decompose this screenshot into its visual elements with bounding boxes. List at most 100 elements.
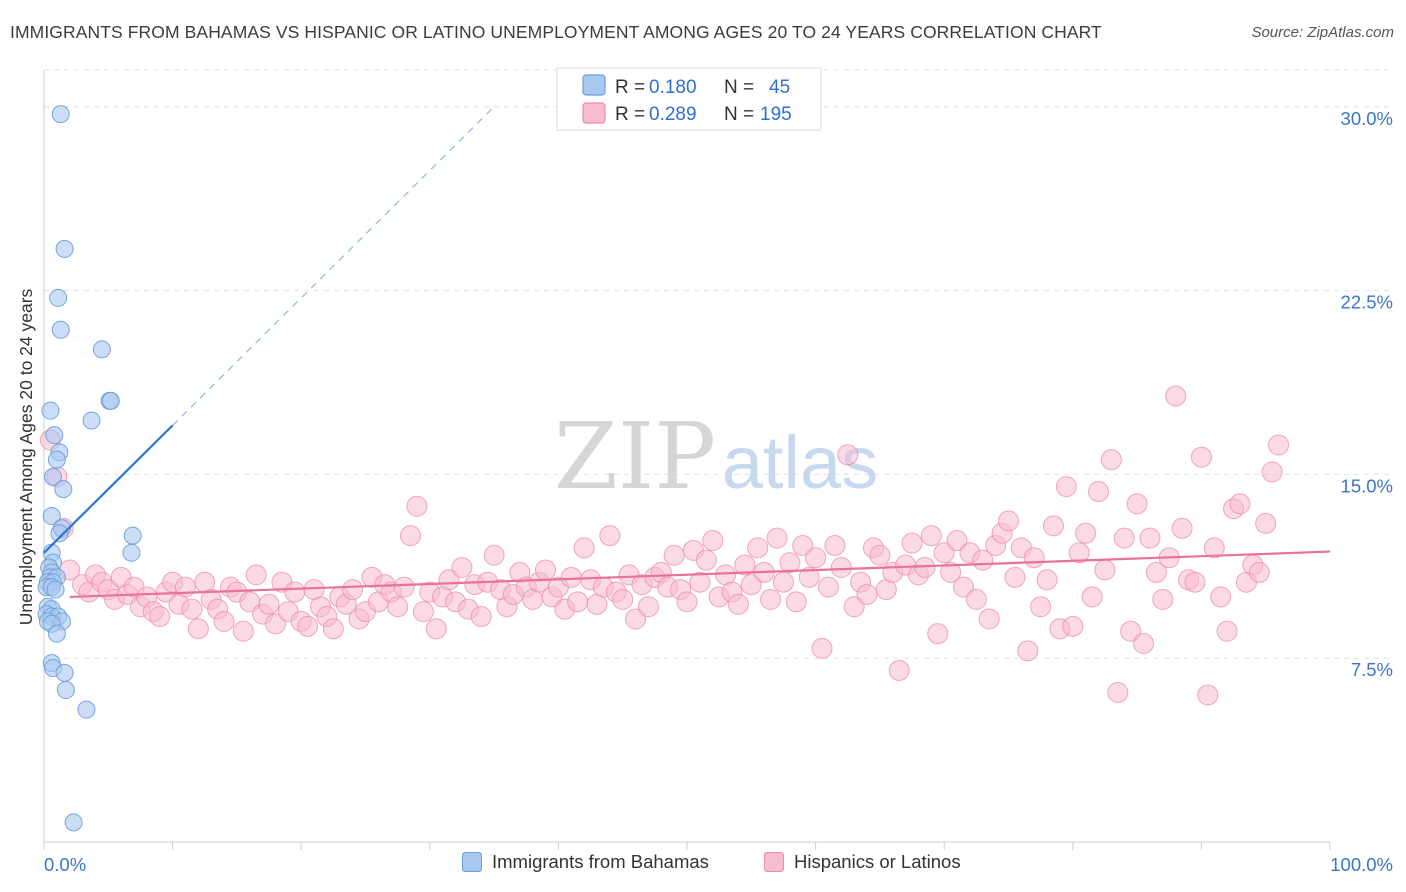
- hispanic-point-46: [342, 579, 364, 601]
- legend-swatch-bahamas: [582, 74, 606, 96]
- axis-layer: [43, 70, 1331, 850]
- legend-r-label-hispanic: R =: [615, 104, 645, 125]
- hispanic-point-37: [284, 581, 306, 603]
- bahamas-point-4: [92, 340, 111, 359]
- hispanic-point-177: [1184, 571, 1206, 593]
- y-tick-labels: 7.5% 15.0% 22.5% 30.0%: [1341, 108, 1393, 680]
- source-credit: Source: ZipAtlas.com: [1251, 24, 1394, 41]
- hispanic-point-179: [1197, 684, 1219, 706]
- hispanic-point-22: [187, 618, 209, 640]
- bahamas-point-0: [51, 105, 70, 124]
- hispanic-point-143: [965, 588, 987, 610]
- y-tick-label-3: 30.0%: [1341, 108, 1393, 129]
- hispanic-point-102: [702, 530, 724, 552]
- legend-n-label-bahamas: N =: [724, 77, 754, 98]
- legend-item-hispanic[interactable]: Hispanics or Latinos: [764, 851, 961, 873]
- hispanic-point-31: [245, 564, 267, 586]
- hispanic-trend-line: [69, 550, 1331, 599]
- hispanic-point-162: [1088, 481, 1110, 503]
- bahamas-point-17: [123, 526, 142, 545]
- hispanic-point-182: [1216, 620, 1238, 642]
- hispanic-point-53: [387, 596, 409, 618]
- hispanic-point-184: [1229, 493, 1251, 515]
- hispanic-point-140: [946, 530, 968, 552]
- bahamas-point-1: [55, 239, 74, 258]
- hispanic-point-151: [1017, 640, 1039, 662]
- bahamas-points: [37, 105, 142, 832]
- legend-n-label-hispanic: N =: [724, 104, 754, 125]
- y-tick-label-2: 22.5%: [1341, 292, 1393, 313]
- hispanic-point-116: [792, 534, 814, 556]
- y-tick-label-1: 15.0%: [1341, 475, 1393, 496]
- series-legend: Immigrants from Bahamas Hispanics or Lat…: [0, 851, 1406, 877]
- hispanic-point-88: [612, 588, 634, 610]
- bahamas-point-6: [101, 391, 120, 410]
- hispanic-point-86: [599, 525, 621, 547]
- hispanic-point-164: [1100, 449, 1122, 471]
- hispanic-point-119: [811, 637, 833, 659]
- hispanic-point-57: [412, 601, 434, 623]
- hispanic-point-33: [258, 593, 280, 615]
- legend-r-label-bahamas: R =: [615, 77, 645, 98]
- hispanic-point-153: [1030, 596, 1052, 618]
- hispanic-point-117: [798, 566, 820, 588]
- bahamas-point-42: [56, 681, 75, 700]
- hispanic-point-124: [843, 596, 865, 618]
- hispanic-point-149: [1004, 566, 1026, 588]
- hispanic-point-169: [1133, 632, 1155, 654]
- bahamas-point-38: [47, 624, 66, 643]
- hispanic-point-112: [766, 527, 788, 549]
- hispanic-point-165: [1107, 682, 1129, 704]
- hispanic-point-118: [805, 547, 827, 569]
- hispanic-point-66: [470, 606, 492, 628]
- hispanic-point-96: [663, 544, 685, 566]
- hispanic-point-152: [1023, 547, 1045, 569]
- hispanic-point-120: [817, 576, 839, 598]
- hispanic-point-123: [837, 444, 859, 466]
- hispanic-point-121: [824, 534, 846, 556]
- hispanic-point-155: [1043, 515, 1065, 537]
- hispanic-point-108: [740, 574, 762, 596]
- hispanic-point-189: [1261, 461, 1283, 483]
- hispanic-point-56: [406, 495, 428, 517]
- hispanic-point-154: [1036, 569, 1058, 591]
- bahamas-point-13: [54, 480, 73, 499]
- hispanic-point-131: [888, 659, 910, 681]
- hispanic-point-26: [213, 610, 235, 632]
- bahamas-trend-extension: [172, 106, 495, 426]
- bahamas-point-7: [82, 411, 101, 430]
- hispanic-point-136: [920, 525, 942, 547]
- hispanic-point-43: [322, 618, 344, 640]
- y-tick-label-0: 7.5%: [1351, 659, 1393, 680]
- bahamas-point-11: [47, 450, 66, 469]
- hispanic-point-61: [438, 569, 460, 591]
- hispanic-point-166: [1113, 527, 1135, 549]
- hispanic-point-113: [772, 571, 794, 593]
- hispanic-point-171: [1145, 561, 1167, 583]
- bahamas-point-8: [41, 401, 60, 420]
- hispanic-point-128: [869, 544, 891, 566]
- hispanic-point-98: [676, 591, 698, 613]
- watermark: ZIP atlas: [554, 403, 878, 510]
- stats-legend: R = 0.180 N = 45 R = 0.289 N = 195: [556, 67, 822, 131]
- hispanic-point-161: [1081, 586, 1103, 608]
- y-axis-label: Unemployment Among Ages 20 to 24 years: [16, 288, 36, 625]
- hispanic-point-80: [560, 566, 582, 588]
- bahamas-point-9: [45, 426, 64, 445]
- hispanic-point-158: [1062, 615, 1084, 637]
- legend-r-value-bahamas: 0.180: [649, 77, 697, 98]
- bahamas-point-14: [42, 507, 61, 526]
- bahamas-point-43: [77, 700, 96, 719]
- hispanic-point-163: [1094, 559, 1116, 581]
- hispanic-point-114: [779, 552, 801, 574]
- legend-r-value-hispanic: 0.289: [649, 104, 697, 125]
- hispanic-point-106: [727, 593, 749, 615]
- legend-item-bahamas[interactable]: Immigrants from Bahamas: [462, 851, 709, 873]
- hispanic-point-115: [785, 591, 807, 613]
- bahamas-point-29: [46, 580, 65, 599]
- hispanic-point-168: [1126, 493, 1148, 515]
- hispanic-point-59: [425, 618, 447, 640]
- hispanic-point-107: [734, 554, 756, 576]
- hispanic-point-92: [637, 596, 659, 618]
